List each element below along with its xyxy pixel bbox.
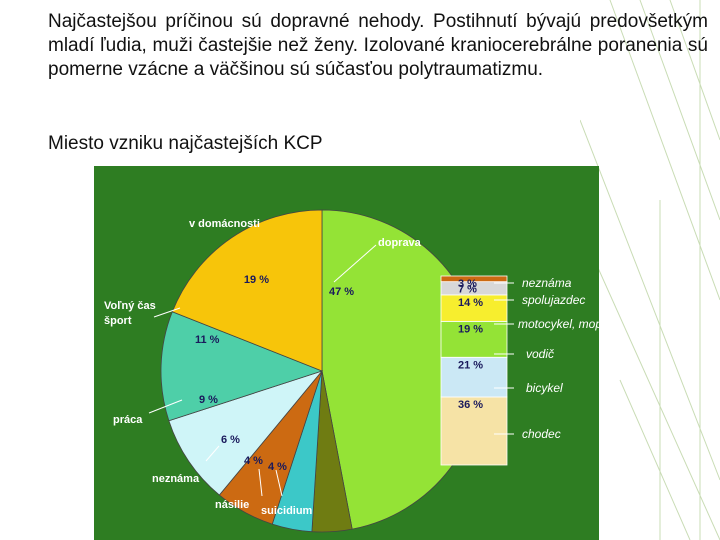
- bar-segment: [440, 320, 508, 358]
- bar-segment: [440, 396, 508, 466]
- pie-value-label: 11 %: [195, 334, 220, 346]
- stacked-bar: [440, 275, 508, 466]
- intro-paragraph: Najčastejšou príčinou sú dopravné nehody…: [48, 11, 708, 80]
- bar-legend-label: vodič: [526, 347, 554, 361]
- pie-slice: [168, 370, 324, 496]
- pie-category-label: neznáma: [152, 473, 200, 485]
- pie-value-label: 47 %: [329, 286, 354, 298]
- pie-category-label: v domácnosti: [189, 218, 260, 230]
- bar-value-label: 7 %: [458, 284, 477, 296]
- bar-value-label: 21 %: [458, 359, 483, 371]
- bar-value-label: 14 %: [458, 297, 483, 309]
- bar-value-label: 3 %: [458, 278, 477, 290]
- bar-legend-label: motocykel, moped: [518, 317, 599, 331]
- bar-value-label: 19 %: [458, 323, 483, 335]
- pie-value-label: 6 %: [221, 434, 240, 446]
- bar-segment: [440, 294, 508, 322]
- pie-category-label: suicidium: [261, 505, 313, 517]
- pie-value-label: 4 %: [268, 461, 287, 473]
- bar-legend-label: neznáma: [522, 276, 572, 290]
- pie-category-label: doprava: [378, 237, 422, 249]
- bar-value-label: 36 %: [458, 399, 483, 411]
- bar-legend-label: spolujazdec: [522, 293, 585, 307]
- pie-slice: [171, 209, 323, 372]
- chart-heading: Miesto vzniku najčastejších KCP: [48, 133, 323, 154]
- chart-panel: 47 % 19 % 11 % 9 % 6 % 4 % 4 % v domácno…: [94, 166, 599, 540]
- pie-category-label: práca: [113, 414, 143, 426]
- pie-category-label: násilie: [215, 499, 249, 511]
- bar-legend-label: chodec: [522, 427, 561, 441]
- pie-value-label: 19 %: [244, 274, 269, 286]
- pie-category-label: šport: [104, 315, 132, 327]
- pie-value-label: 4 %: [244, 455, 263, 467]
- pie-chart: [160, 209, 484, 533]
- pie-value-label: 9 %: [199, 394, 218, 406]
- pie-category-label: Voľný čas: [104, 300, 156, 312]
- bar-segment: [440, 275, 508, 283]
- bar-legend-label: bicykel: [526, 381, 563, 395]
- pie-slice: [160, 311, 324, 422]
- bar-segment: [440, 356, 508, 398]
- chart-svg: 47 % 19 % 11 % 9 % 6 % 4 % 4 % v domácno…: [104, 209, 599, 533]
